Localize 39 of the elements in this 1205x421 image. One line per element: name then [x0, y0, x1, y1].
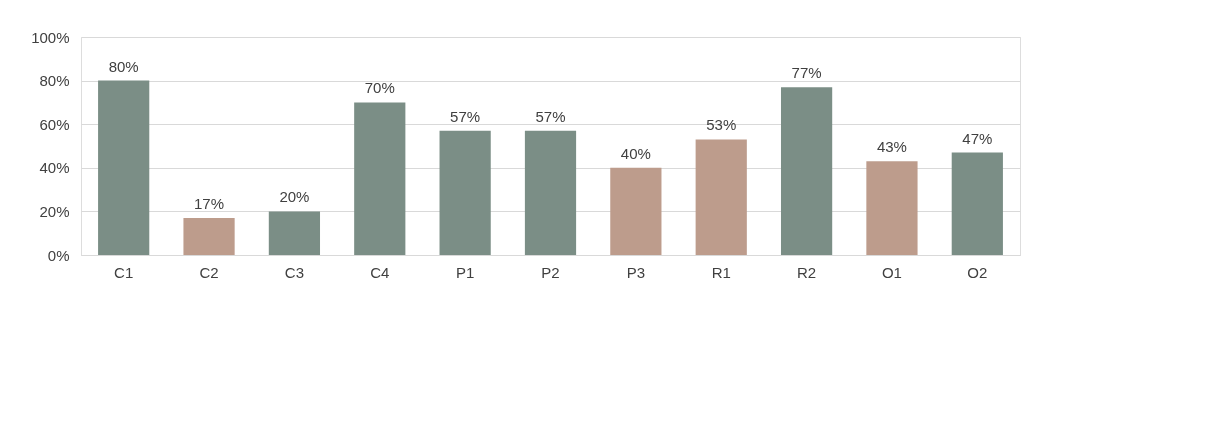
- x-tick-label: R2: [797, 263, 817, 281]
- x-tick-label: C3: [284, 263, 304, 281]
- data-label: 77%: [791, 64, 822, 82]
- data-label: 43%: [876, 138, 907, 156]
- data-label: 20%: [279, 188, 310, 206]
- data-label: 70%: [364, 79, 395, 97]
- y-tick-label: 40%: [39, 159, 70, 177]
- bar: [98, 80, 150, 255]
- data-label: 47%: [962, 129, 993, 147]
- bar: [268, 211, 321, 255]
- bar: [183, 217, 235, 255]
- bar: [780, 87, 833, 255]
- bar: [354, 102, 406, 255]
- bar: [866, 161, 918, 255]
- bar: [951, 152, 1003, 255]
- x-tick-label: R1: [711, 263, 731, 281]
- data-label: 17%: [194, 194, 225, 212]
- data-label: 57%: [450, 107, 481, 125]
- y-tick-label: 60%: [39, 115, 70, 133]
- bar: [524, 130, 577, 255]
- y-tick-label: 80%: [39, 72, 70, 90]
- data-label: 40%: [620, 144, 651, 162]
- data-label: 80%: [108, 57, 139, 75]
- x-tick-label: P2: [541, 263, 560, 281]
- x-tick-label: C1: [114, 263, 134, 281]
- x-tick-label: O2: [967, 263, 988, 281]
- bar: [439, 130, 491, 255]
- bar: [695, 139, 747, 255]
- x-tick-label: P3: [626, 263, 646, 281]
- data-label: 57%: [535, 107, 566, 125]
- x-tick-label: P1: [455, 263, 475, 281]
- y-tick-label: 0%: [47, 246, 70, 264]
- y-tick-label: 100%: [31, 28, 70, 46]
- data-label: 53%: [706, 116, 737, 134]
- x-tick-label: C4: [370, 263, 390, 281]
- y-tick-label: 20%: [39, 202, 70, 220]
- bar: [610, 167, 662, 255]
- x-tick-label: O1: [881, 263, 902, 281]
- x-tick-label: C2: [199, 263, 219, 281]
